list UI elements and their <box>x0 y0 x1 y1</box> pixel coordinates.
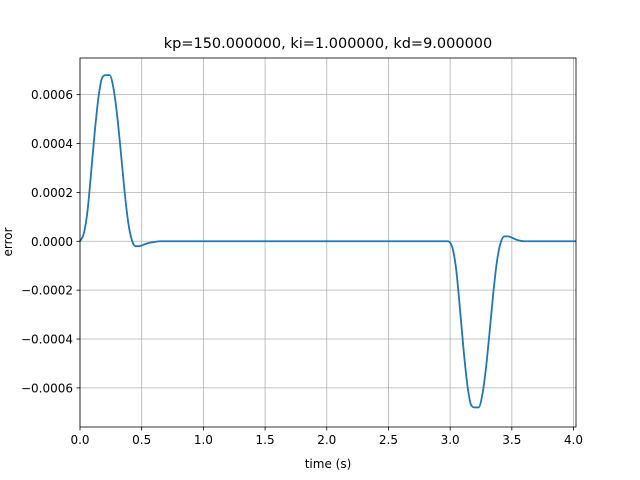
y-tick-label: −0.0002 <box>21 284 73 298</box>
x-tick-label: 3.5 <box>502 433 521 447</box>
x-tick-label: 2.5 <box>379 433 398 447</box>
plot-series <box>79 74 576 409</box>
y-axis-ticks: −0.0006 −0.0004 −0.0002 0.0000 0.0002 0.0004 0… <box>21 88 80 395</box>
x-tick-label: 0.5 <box>132 433 151 447</box>
x-tick-label: 0.0 <box>70 433 89 447</box>
x-tick-label: 4.0 <box>564 433 583 447</box>
x-axis-ticks: 0.0 0.5 1.0 1.5 2.0 2.5 3.0 3.5 4.0 <box>70 427 583 447</box>
x-tick-label: 2.0 <box>317 433 336 447</box>
x-tick-label: 3.0 <box>441 433 460 447</box>
x-axis-label: time (s) <box>305 457 352 471</box>
series-line <box>79 74 576 409</box>
y-tick-label: 0.0006 <box>31 88 73 102</box>
y-tick-label: 0.0002 <box>31 186 73 200</box>
y-tick-label: 0.0000 <box>31 235 73 249</box>
x-tick-label: 1.0 <box>194 433 213 447</box>
plot-frame <box>79 57 577 428</box>
y-tick-label: −0.0004 <box>21 333 73 347</box>
chart-title: kp=150.000000, ki=1.000000, kd=9.000000 <box>164 36 493 52</box>
y-tick-label: 0.0004 <box>31 137 73 151</box>
y-tick-label: −0.0006 <box>21 381 73 395</box>
x-tick-label: 1.5 <box>256 433 275 447</box>
y-axis-label: error <box>1 227 15 256</box>
